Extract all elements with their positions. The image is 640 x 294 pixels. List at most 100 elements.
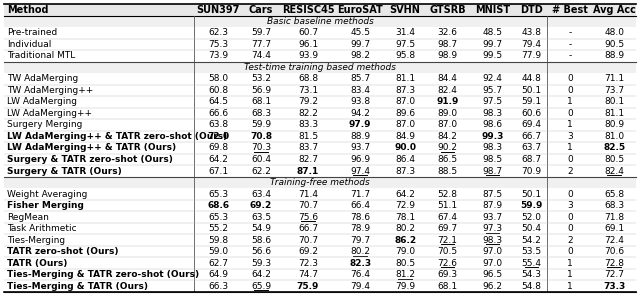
Text: 55.4: 55.4 xyxy=(522,259,541,268)
Text: 80.1: 80.1 xyxy=(604,97,624,106)
Text: 79.2: 79.2 xyxy=(298,97,318,106)
Text: Ties-Merging: Ties-Merging xyxy=(7,236,65,245)
Text: 59.7: 59.7 xyxy=(251,28,271,37)
Bar xyxy=(4,4,636,16)
Text: GTSRB: GTSRB xyxy=(429,5,466,15)
Text: Traditional MTL: Traditional MTL xyxy=(7,51,76,60)
Text: 63.4: 63.4 xyxy=(251,190,271,198)
Text: 60.4: 60.4 xyxy=(251,155,271,164)
Text: -: - xyxy=(568,40,572,49)
Text: 68.3: 68.3 xyxy=(604,201,624,210)
Text: 65.3: 65.3 xyxy=(208,213,228,222)
Text: 72.8: 72.8 xyxy=(604,259,624,268)
Text: Test-time training based methods: Test-time training based methods xyxy=(244,63,396,72)
Text: 97.9: 97.9 xyxy=(349,121,371,129)
Text: Individual: Individual xyxy=(7,40,51,49)
Text: 68.8: 68.8 xyxy=(298,74,318,83)
Text: 67.4: 67.4 xyxy=(438,213,458,222)
Text: 87.5: 87.5 xyxy=(483,190,502,198)
Text: 83.3: 83.3 xyxy=(298,121,318,129)
Text: 93.9: 93.9 xyxy=(298,51,318,60)
Text: 32.6: 32.6 xyxy=(438,28,458,37)
Text: 96.1: 96.1 xyxy=(298,40,318,49)
Text: 70.8: 70.8 xyxy=(250,132,272,141)
Text: 69.4: 69.4 xyxy=(522,121,541,129)
Text: 82.7: 82.7 xyxy=(298,155,318,164)
Text: 59.1: 59.1 xyxy=(522,97,541,106)
Text: RESISC45: RESISC45 xyxy=(282,5,334,15)
Text: 0: 0 xyxy=(567,155,573,164)
Text: 90.2: 90.2 xyxy=(438,143,458,153)
Text: TW AdaMerging++: TW AdaMerging++ xyxy=(7,86,93,95)
Text: 69.8: 69.8 xyxy=(208,143,228,153)
Text: 77.7: 77.7 xyxy=(251,40,271,49)
Text: 97.5: 97.5 xyxy=(395,40,415,49)
Text: 43.8: 43.8 xyxy=(522,28,541,37)
Text: 1: 1 xyxy=(567,259,573,268)
Text: 99.3: 99.3 xyxy=(481,132,504,141)
Text: 3: 3 xyxy=(567,201,573,210)
Text: RegMean: RegMean xyxy=(7,213,49,222)
Text: 86.5: 86.5 xyxy=(437,155,458,164)
Text: 69.3: 69.3 xyxy=(437,270,458,279)
Text: 82.3: 82.3 xyxy=(349,259,371,268)
Text: Surgery & TATR (Ours): Surgery & TATR (Ours) xyxy=(7,166,122,176)
Text: 51.1: 51.1 xyxy=(437,201,458,210)
Text: 81.1: 81.1 xyxy=(604,109,624,118)
Text: 70.5: 70.5 xyxy=(437,247,458,256)
Text: Method: Method xyxy=(7,5,49,15)
Text: 79.9: 79.9 xyxy=(395,282,415,291)
Text: 98.7: 98.7 xyxy=(437,40,458,49)
Text: 53.2: 53.2 xyxy=(251,74,271,83)
Text: 31.4: 31.4 xyxy=(395,28,415,37)
Text: 84.2: 84.2 xyxy=(438,132,458,141)
Bar xyxy=(4,62,636,73)
Text: 99.7: 99.7 xyxy=(350,40,371,49)
Text: 0: 0 xyxy=(567,213,573,222)
Text: 94.2: 94.2 xyxy=(350,109,370,118)
Text: TW AdaMerging: TW AdaMerging xyxy=(7,74,78,83)
Text: 2: 2 xyxy=(568,236,573,245)
Text: 59.8: 59.8 xyxy=(208,236,228,245)
Text: 99.7: 99.7 xyxy=(483,40,502,49)
Text: 70.7: 70.7 xyxy=(298,201,318,210)
Text: 82.4: 82.4 xyxy=(604,166,624,176)
Text: 1: 1 xyxy=(567,282,573,291)
Text: Weight Averaging: Weight Averaging xyxy=(7,190,88,198)
Text: 71.1: 71.1 xyxy=(604,74,624,83)
Text: 96.9: 96.9 xyxy=(350,155,371,164)
Text: 85.7: 85.7 xyxy=(350,74,371,83)
Text: 70.7: 70.7 xyxy=(298,236,318,245)
Text: 0: 0 xyxy=(567,74,573,83)
Text: 73.9: 73.9 xyxy=(208,51,228,60)
Text: 54.9: 54.9 xyxy=(251,224,271,233)
Text: Cars: Cars xyxy=(249,5,273,15)
Text: 1: 1 xyxy=(567,270,573,279)
Text: 93.8: 93.8 xyxy=(350,97,371,106)
Text: 69.2: 69.2 xyxy=(298,247,318,256)
Text: 0: 0 xyxy=(567,109,573,118)
Text: 45.5: 45.5 xyxy=(350,28,370,37)
Text: 87.0: 87.0 xyxy=(437,121,458,129)
Text: 73.3: 73.3 xyxy=(603,282,625,291)
Text: LW AdaMerging++: LW AdaMerging++ xyxy=(7,109,92,118)
Text: 73.1: 73.1 xyxy=(298,86,318,95)
Text: MNIST: MNIST xyxy=(475,5,510,15)
Text: Avg Acc: Avg Acc xyxy=(593,5,636,15)
Text: 72.0: 72.0 xyxy=(207,132,229,141)
Text: 87.9: 87.9 xyxy=(483,201,502,210)
Text: 79.4: 79.4 xyxy=(350,282,370,291)
Text: 56.6: 56.6 xyxy=(251,247,271,256)
Text: 74.4: 74.4 xyxy=(251,51,271,60)
Text: 91.9: 91.9 xyxy=(436,97,459,106)
Text: 80.9: 80.9 xyxy=(604,121,624,129)
Text: SUN397: SUN397 xyxy=(196,5,240,15)
Text: 66.3: 66.3 xyxy=(208,282,228,291)
Text: Surgery Merging: Surgery Merging xyxy=(7,121,83,129)
Text: 87.1: 87.1 xyxy=(297,166,319,176)
Text: 62.2: 62.2 xyxy=(251,166,271,176)
Text: -: - xyxy=(568,51,572,60)
Text: 68.1: 68.1 xyxy=(437,282,458,291)
Text: 72.6: 72.6 xyxy=(438,259,458,268)
Text: 54.3: 54.3 xyxy=(522,270,541,279)
